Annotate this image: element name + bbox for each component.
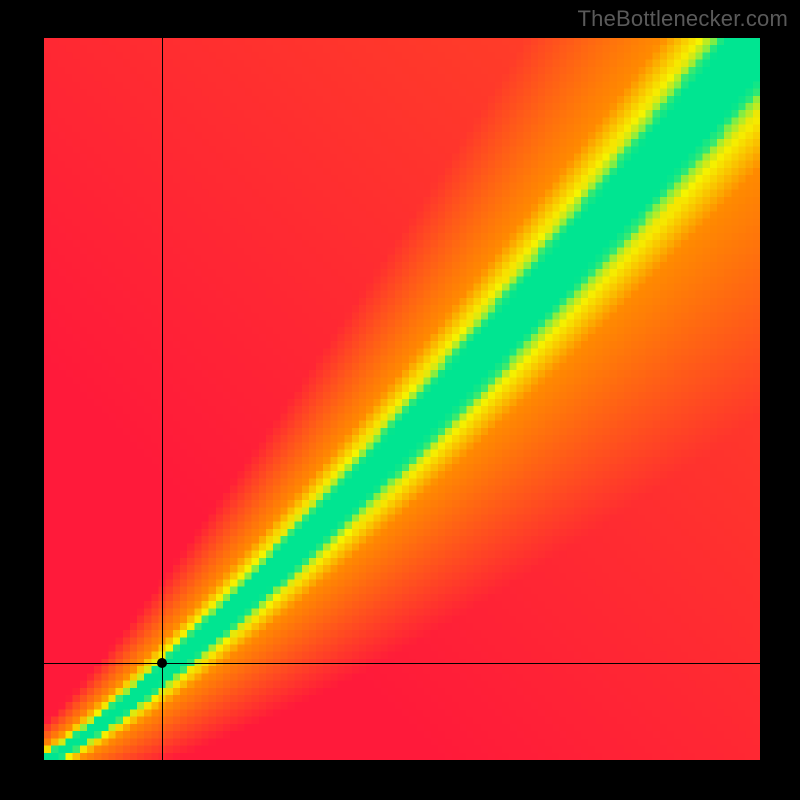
heatmap-canvas <box>44 38 760 760</box>
watermark-text: TheBottlenecker.com <box>578 6 788 32</box>
heatmap-plot-area <box>44 38 760 760</box>
crosshair-vertical <box>162 38 163 760</box>
marker-dot <box>157 658 167 668</box>
crosshair-horizontal <box>44 663 760 664</box>
